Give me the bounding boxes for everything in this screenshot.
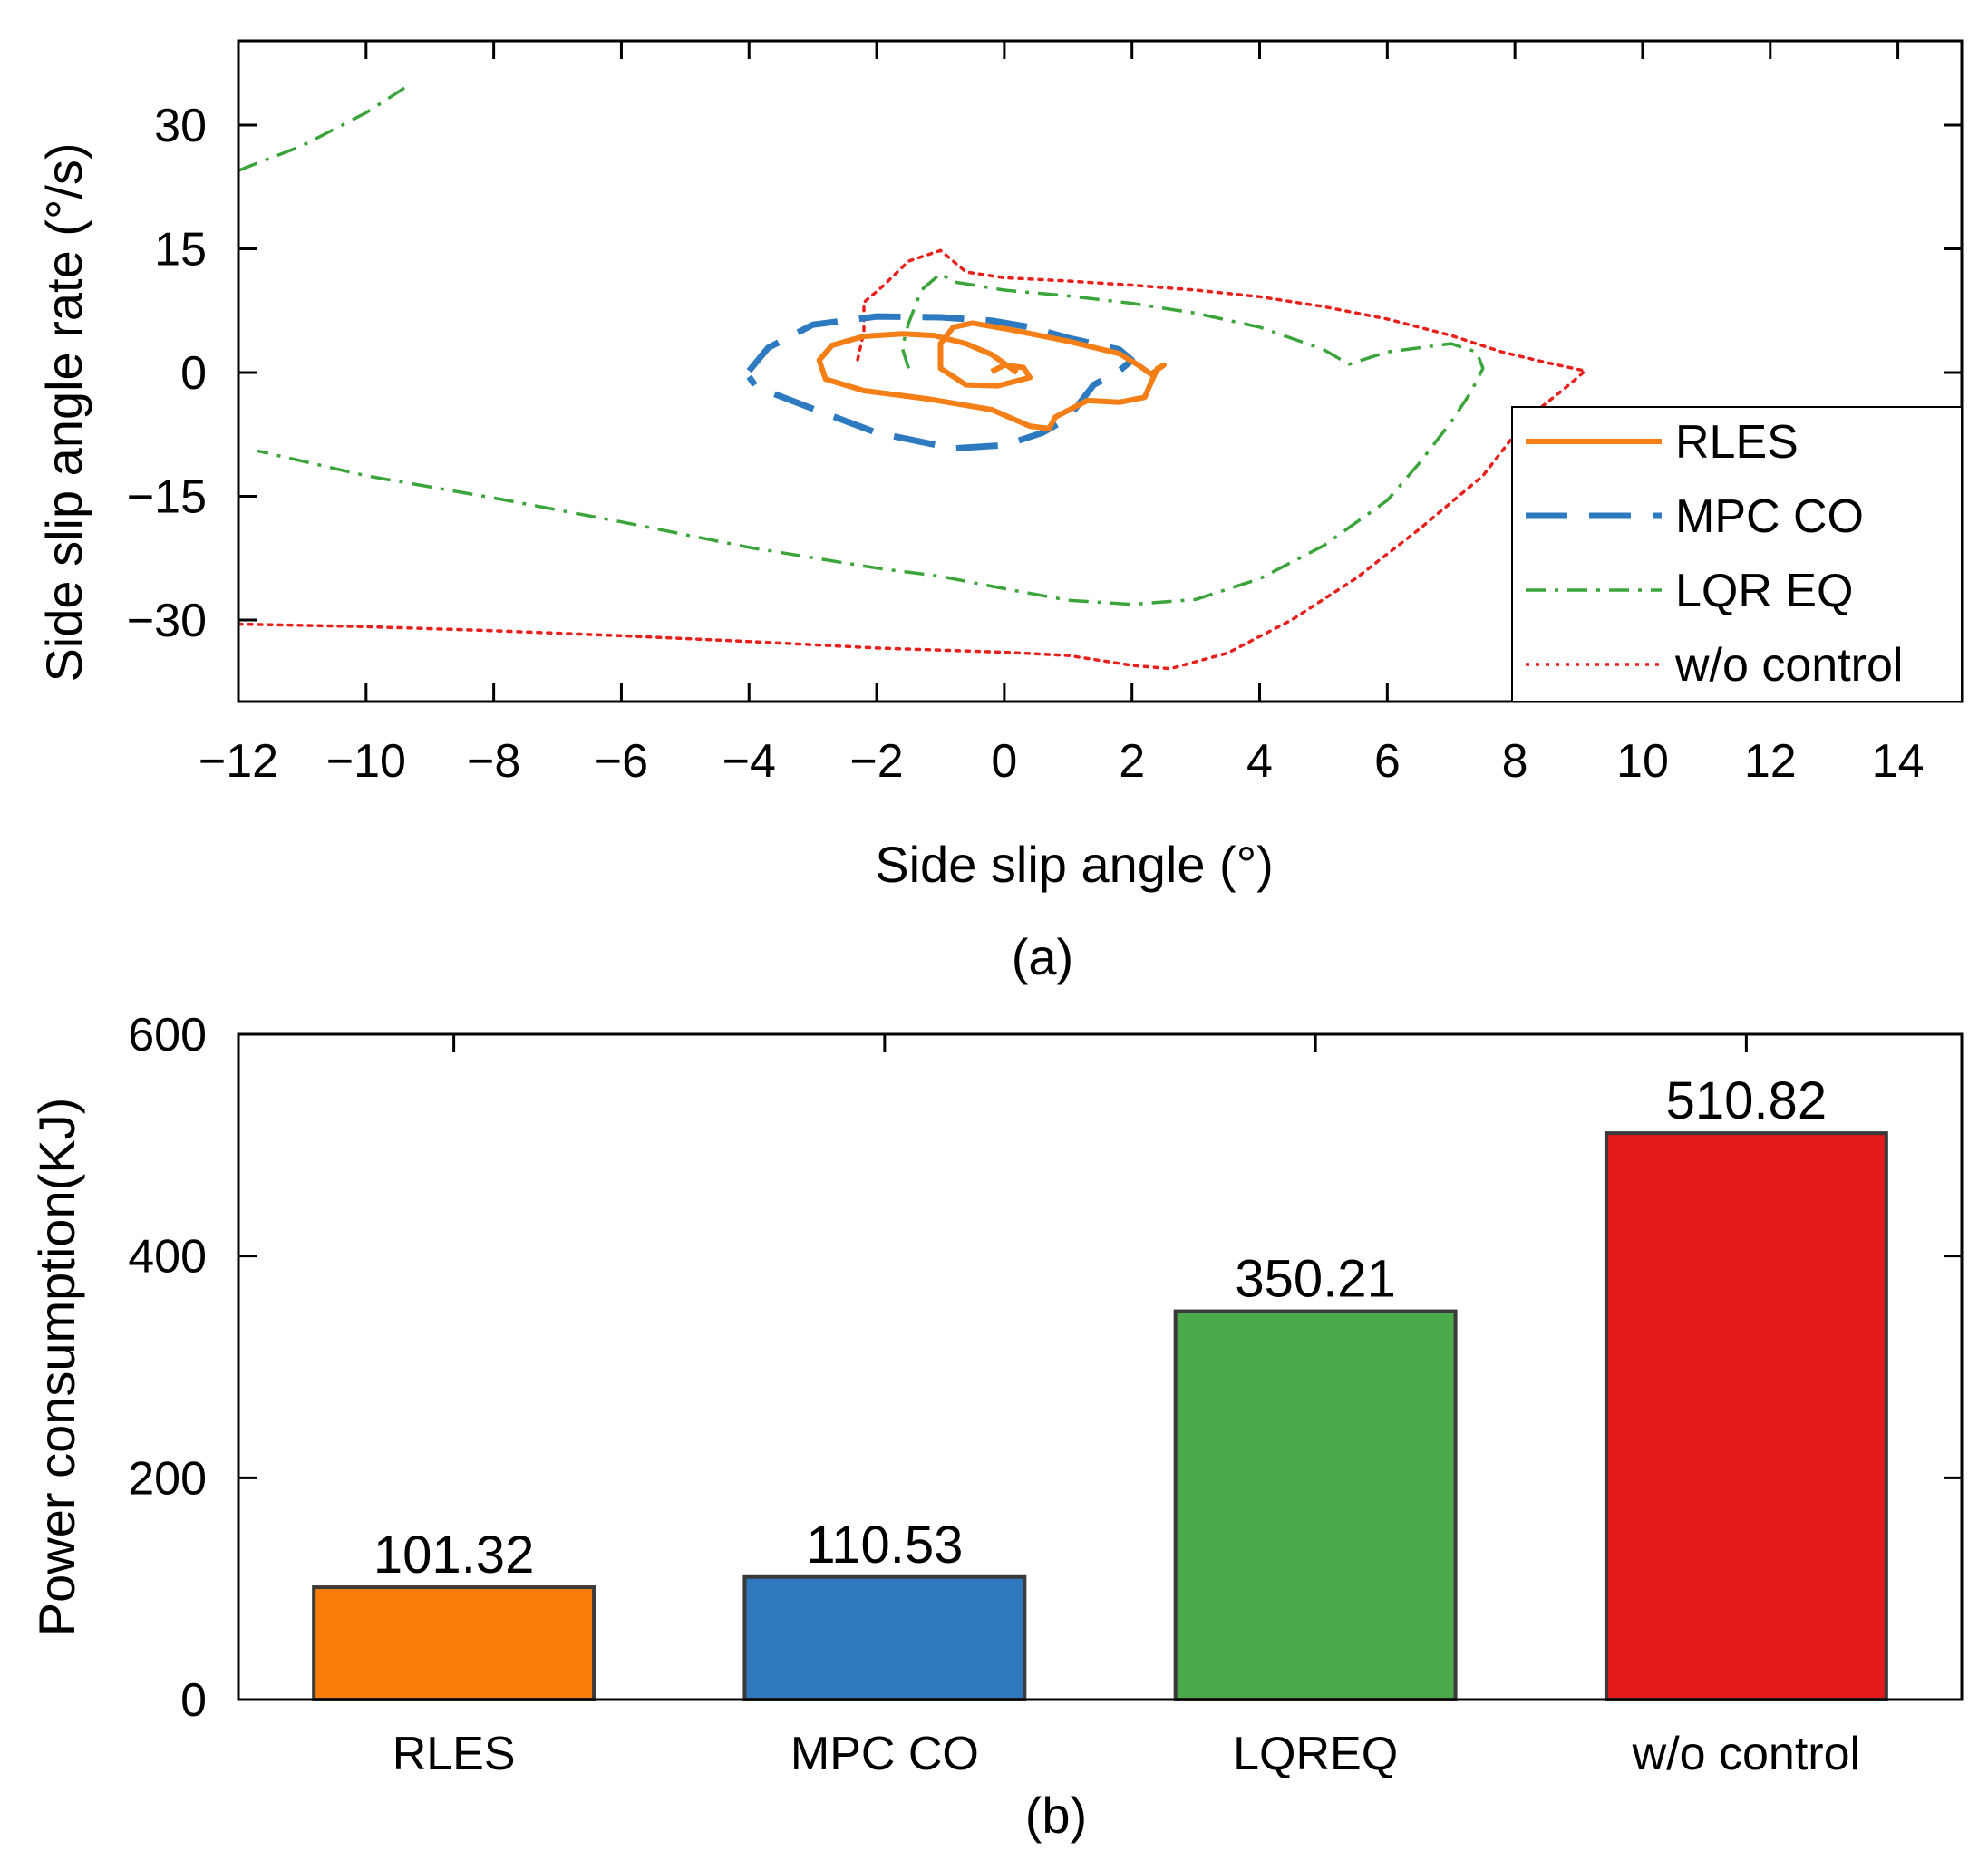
bar-chart-frame (237, 1032, 1964, 1701)
phase-plot-curves (238, 86, 1587, 671)
y-tick-label: 0 (180, 1674, 207, 1727)
phase-plot-ylabel: Side slip angle rate (°/s) (35, 142, 92, 682)
bar-chart-bars: 101.32 110.53 350.21 510.82 (312, 1071, 1888, 1702)
x-tick-label: 6 (1374, 735, 1401, 788)
y-tick-label: −15 (127, 471, 207, 524)
legend-label: w/o control (1674, 639, 1903, 692)
bar-value-label: 101.32 (373, 1526, 534, 1584)
bar-value-label: 350.21 (1235, 1250, 1395, 1309)
bar-mpc-co (742, 1574, 1027, 1701)
x-tick-label: 10 (1616, 735, 1669, 788)
x-tick-label: −2 (849, 735, 903, 788)
x-tick-label: 2 (1119, 735, 1145, 788)
y-tick-label: 30 (154, 100, 207, 152)
bar-w-o-control (1604, 1131, 1888, 1702)
x-tick-label: 4 (1246, 735, 1273, 788)
bar-rles (312, 1585, 596, 1702)
x-tick-label: −10 (326, 735, 406, 788)
bar-value-label: 110.53 (806, 1516, 963, 1574)
legend-label: MPC CO (1675, 490, 1864, 543)
x-tick-label: −4 (722, 735, 776, 788)
series-line-lqr-eq-loop (257, 272, 1485, 606)
panel-label-a: (a) (1012, 928, 1073, 985)
y-tick-label: 400 (128, 1231, 207, 1284)
bar-lqreq (1173, 1309, 1458, 1701)
series-line-mpc-co (746, 313, 1136, 452)
x-tick-label: 8 (1502, 735, 1528, 788)
x-tick-label: 12 (1744, 735, 1797, 788)
legend-label: RLES (1675, 416, 1799, 469)
x-tick-label: LQREQ (1233, 1728, 1398, 1780)
x-tick-label: RLES (393, 1728, 516, 1780)
x-tick-label: −8 (467, 735, 520, 788)
x-tick-label: −6 (595, 735, 648, 788)
y-tick-label: −30 (127, 595, 207, 647)
y-tick-label: 0 (180, 347, 207, 400)
series-line-lqr-eq (238, 86, 406, 172)
phase-plot: −12 −10 −8 −6 −4 −2 0 2 4 6 8 10 12 14 30 15 0 −15 −30 RLE… (35, 39, 1964, 985)
bar-value-label: 510.82 (1666, 1071, 1827, 1130)
phase-plot-ticks: −12 −10 −8 −6 −4 −2 0 2 4 6 8 10 12 14 30 15 0 −15 −30 (127, 41, 1962, 788)
x-tick-label: 0 (991, 735, 1017, 788)
y-tick-label: 200 (128, 1452, 207, 1505)
x-tick-label: w/o control (1632, 1728, 1860, 1780)
bar-chart: 101.32 110.53 350.21 510.82 0 200 400 600 RLES M… (28, 1009, 1964, 1844)
series-line-rles (816, 320, 1167, 431)
x-tick-label: MPC CO (790, 1728, 979, 1780)
bar-chart-ylabel: Power consumption(KJ) (28, 1098, 85, 1636)
x-tick-label: 14 (1872, 735, 1925, 788)
y-tick-label: 15 (154, 224, 207, 276)
y-tick-label: 600 (128, 1009, 207, 1061)
legend-label: LQR EQ (1675, 565, 1854, 617)
x-tick-label: −12 (199, 735, 278, 788)
panel-label-b: (b) (1025, 1787, 1087, 1844)
phase-plot-legend: RLES MPC CO LQR EQ w/o control (1511, 406, 1963, 702)
phase-plot-frame (237, 39, 1964, 703)
phase-plot-xlabel: Side slip angle (°) (875, 836, 1274, 893)
legend-box (1511, 406, 1963, 702)
